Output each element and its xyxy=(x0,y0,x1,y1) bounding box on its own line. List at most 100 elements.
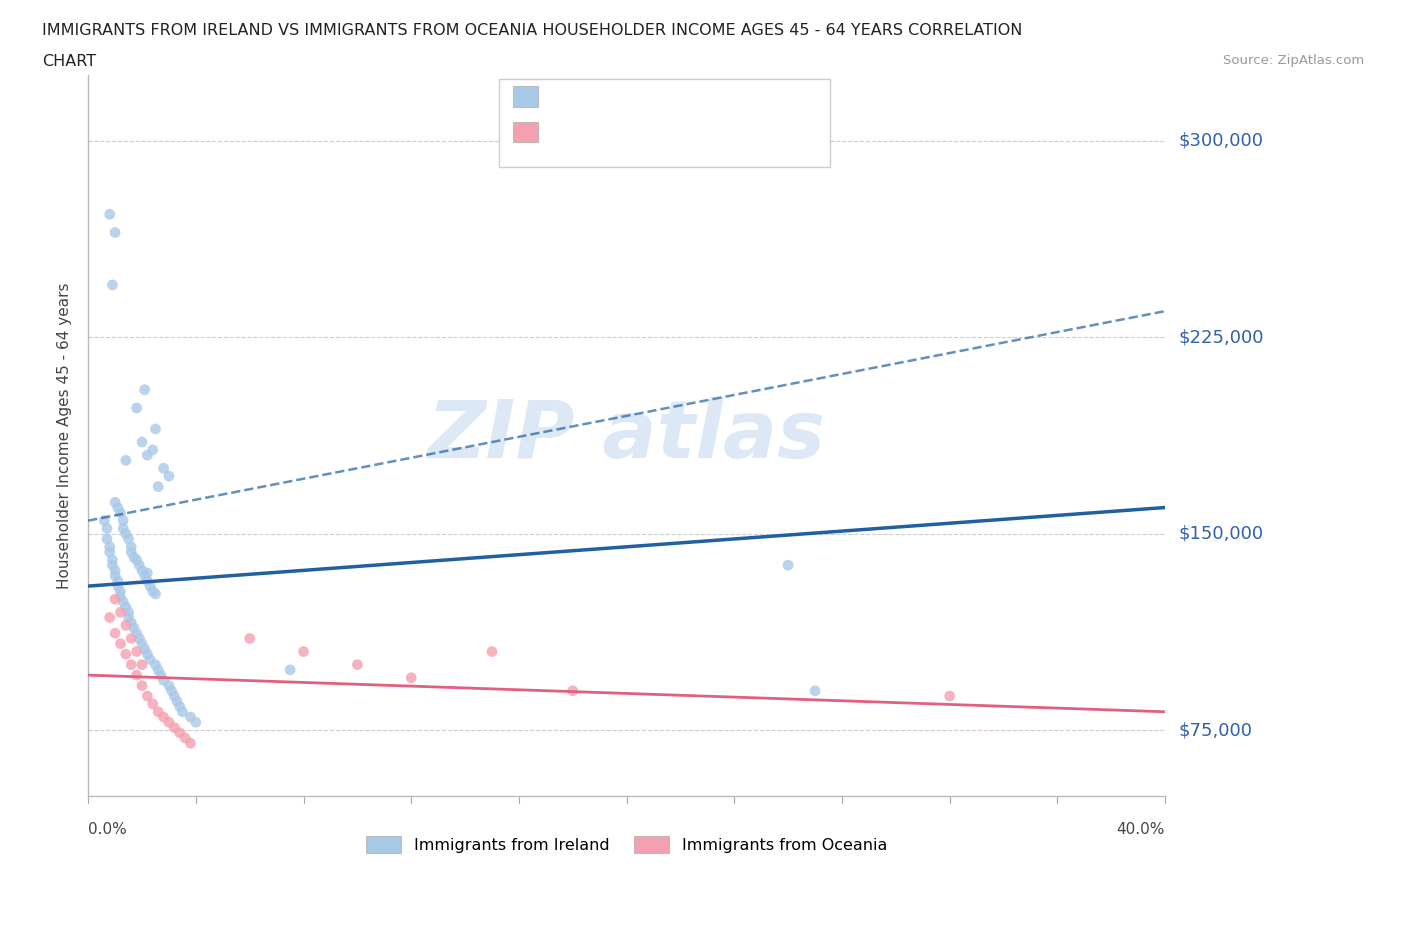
Point xyxy=(160,684,183,698)
Point xyxy=(115,618,138,632)
Point xyxy=(136,646,159,661)
Point xyxy=(163,688,186,703)
Point xyxy=(134,568,156,583)
Point xyxy=(139,578,162,593)
Point xyxy=(101,552,124,567)
Point xyxy=(120,631,142,646)
Point xyxy=(115,526,138,541)
Point xyxy=(110,589,132,604)
Point xyxy=(142,584,165,599)
Point xyxy=(115,646,138,661)
Point xyxy=(98,206,121,221)
Text: 40.0%: 40.0% xyxy=(1116,822,1166,837)
Point xyxy=(139,652,162,667)
Point xyxy=(120,658,142,672)
Point xyxy=(172,704,194,719)
Point xyxy=(136,574,159,589)
Point xyxy=(96,532,118,547)
Point xyxy=(152,673,174,688)
Text: 0.0%: 0.0% xyxy=(89,822,127,837)
Point xyxy=(179,710,201,724)
Point xyxy=(399,671,422,685)
Text: CHART: CHART xyxy=(42,54,96,69)
Point xyxy=(107,574,129,589)
Point xyxy=(169,725,191,740)
Point xyxy=(804,684,827,698)
Text: $300,000: $300,000 xyxy=(1180,132,1264,150)
Point xyxy=(122,550,145,565)
Point xyxy=(112,513,135,528)
Point xyxy=(104,225,127,240)
Point xyxy=(136,447,159,462)
Text: Source: ZipAtlas.com: Source: ZipAtlas.com xyxy=(1223,54,1364,67)
Point xyxy=(115,453,138,468)
Legend: Immigrants from Ireland, Immigrants from Oceania: Immigrants from Ireland, Immigrants from… xyxy=(360,830,893,859)
Point xyxy=(125,401,148,416)
Point xyxy=(110,584,132,599)
Point xyxy=(104,568,127,583)
Point xyxy=(128,558,150,573)
Point xyxy=(107,578,129,593)
Point xyxy=(142,697,165,711)
Point xyxy=(98,539,121,554)
Point xyxy=(107,500,129,515)
Point xyxy=(120,545,142,560)
Point xyxy=(104,563,127,578)
Point xyxy=(93,513,115,528)
Point xyxy=(125,668,148,683)
Text: R = 0.066   N = 72: R = 0.066 N = 72 xyxy=(546,88,703,106)
Point xyxy=(136,565,159,580)
Point xyxy=(115,600,138,615)
Point xyxy=(98,545,121,560)
Point xyxy=(125,552,148,567)
Point xyxy=(145,587,167,602)
Point xyxy=(125,644,148,659)
Text: $75,000: $75,000 xyxy=(1180,721,1253,739)
Point xyxy=(561,684,583,698)
Point xyxy=(131,658,153,672)
Point xyxy=(481,644,503,659)
Point xyxy=(163,720,186,735)
Point xyxy=(117,604,139,619)
Point xyxy=(278,662,301,677)
Point xyxy=(104,591,127,606)
Point xyxy=(101,558,124,573)
Text: IMMIGRANTS FROM IRELAND VS IMMIGRANTS FROM OCEANIA HOUSEHOLDER INCOME AGES 45 - : IMMIGRANTS FROM IRELAND VS IMMIGRANTS FR… xyxy=(42,23,1022,38)
Point xyxy=(131,678,153,693)
Point xyxy=(166,694,188,709)
Point xyxy=(157,469,180,484)
Point xyxy=(146,479,169,494)
Point xyxy=(778,558,800,573)
Point xyxy=(145,421,167,436)
Text: ZIP atlas: ZIP atlas xyxy=(427,396,825,474)
Point xyxy=(152,710,174,724)
Point xyxy=(142,443,165,458)
Point xyxy=(125,626,148,641)
Point xyxy=(112,594,135,609)
Point xyxy=(128,631,150,646)
Point xyxy=(239,631,262,646)
Point xyxy=(117,532,139,547)
Point xyxy=(101,277,124,292)
Point xyxy=(96,521,118,536)
Point xyxy=(134,382,156,397)
Point xyxy=(146,704,169,719)
Point xyxy=(112,521,135,536)
Point xyxy=(131,434,153,449)
Point xyxy=(184,715,207,730)
Point xyxy=(122,620,145,635)
Point xyxy=(104,495,127,510)
Point xyxy=(110,604,132,619)
Text: $225,000: $225,000 xyxy=(1180,328,1264,346)
Point xyxy=(169,699,191,714)
Point xyxy=(146,662,169,677)
Point xyxy=(152,460,174,475)
Point xyxy=(134,642,156,657)
Point xyxy=(174,731,197,746)
Point xyxy=(120,539,142,554)
Point xyxy=(131,636,153,651)
Point xyxy=(110,636,132,651)
Point xyxy=(179,736,201,751)
Point xyxy=(346,658,368,672)
Text: R = -0.127   N = 29: R = -0.127 N = 29 xyxy=(546,124,709,141)
